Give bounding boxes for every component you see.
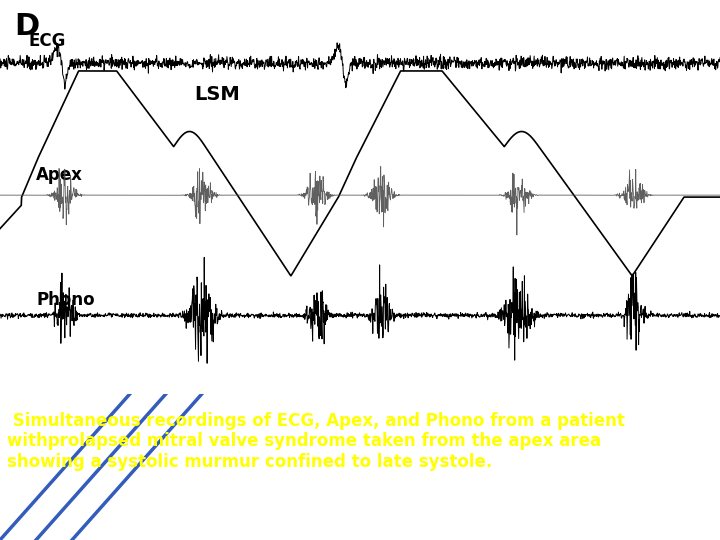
Text: Phono: Phono (36, 291, 94, 308)
Text: Apex: Apex (36, 166, 83, 185)
Text: Simultaneous recordings of ECG, Apex, and Phono from a patient
withprolapsed mit: Simultaneous recordings of ECG, Apex, an… (7, 411, 625, 471)
Text: LSM: LSM (194, 85, 240, 104)
Text: D: D (14, 12, 40, 41)
Text: ECG: ECG (29, 32, 66, 50)
